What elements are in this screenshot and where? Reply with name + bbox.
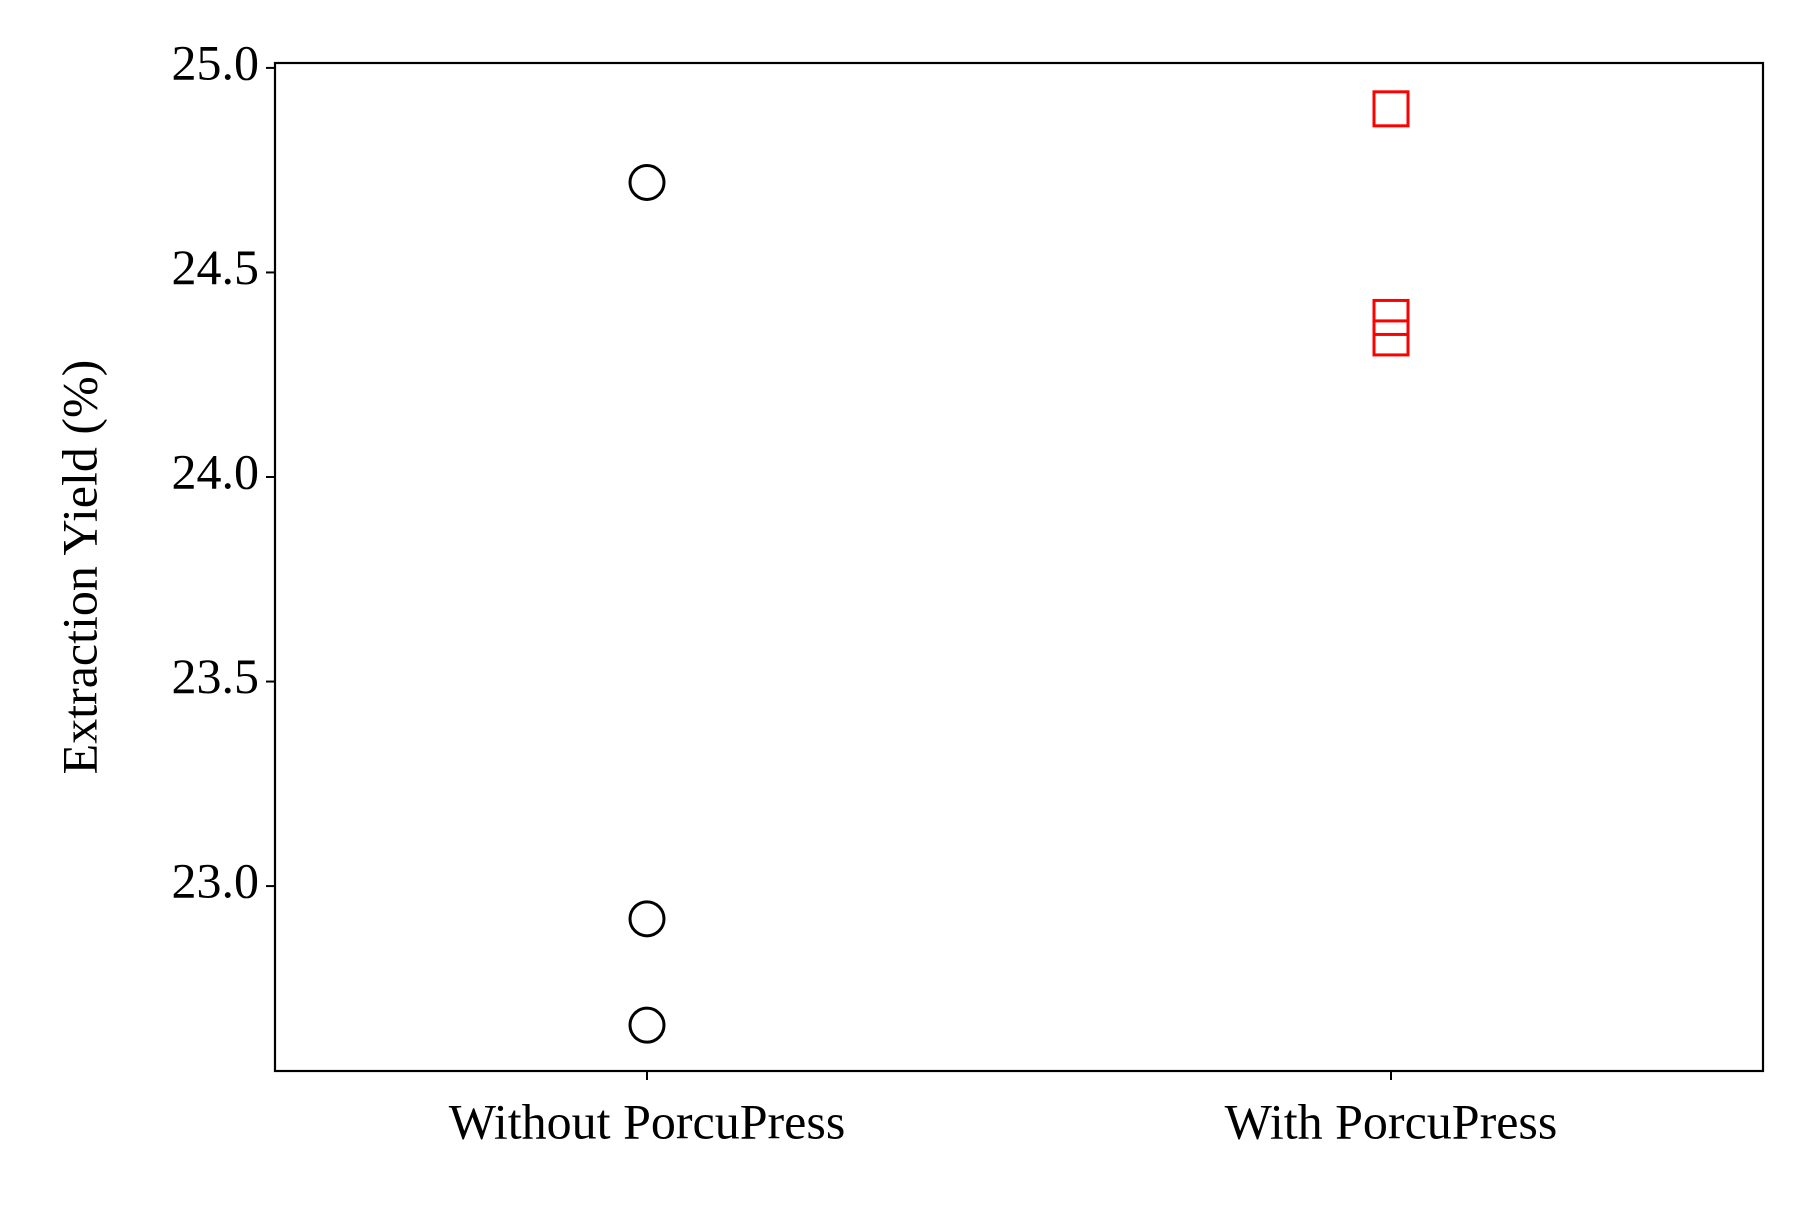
y-tick-label: 23.5 [172,648,260,704]
y-axis-label: Extraction Yield (%) [51,360,107,775]
y-tick-label: 23.0 [172,853,260,909]
data-point [628,163,666,201]
data-point [1372,319,1410,357]
data-point [628,1006,666,1044]
x-tick-label: With PorcuPress [1225,1093,1558,1149]
plot-frame [273,61,1765,1073]
y-tick-label: 24.5 [172,239,260,295]
y-tick-label: 24.0 [172,443,260,499]
data-point [1372,298,1410,336]
x-tick-label: Without PorcuPress [449,1093,846,1149]
data-point [1372,90,1410,128]
y-tick-label: 25.0 [172,34,260,90]
data-point [628,900,666,938]
